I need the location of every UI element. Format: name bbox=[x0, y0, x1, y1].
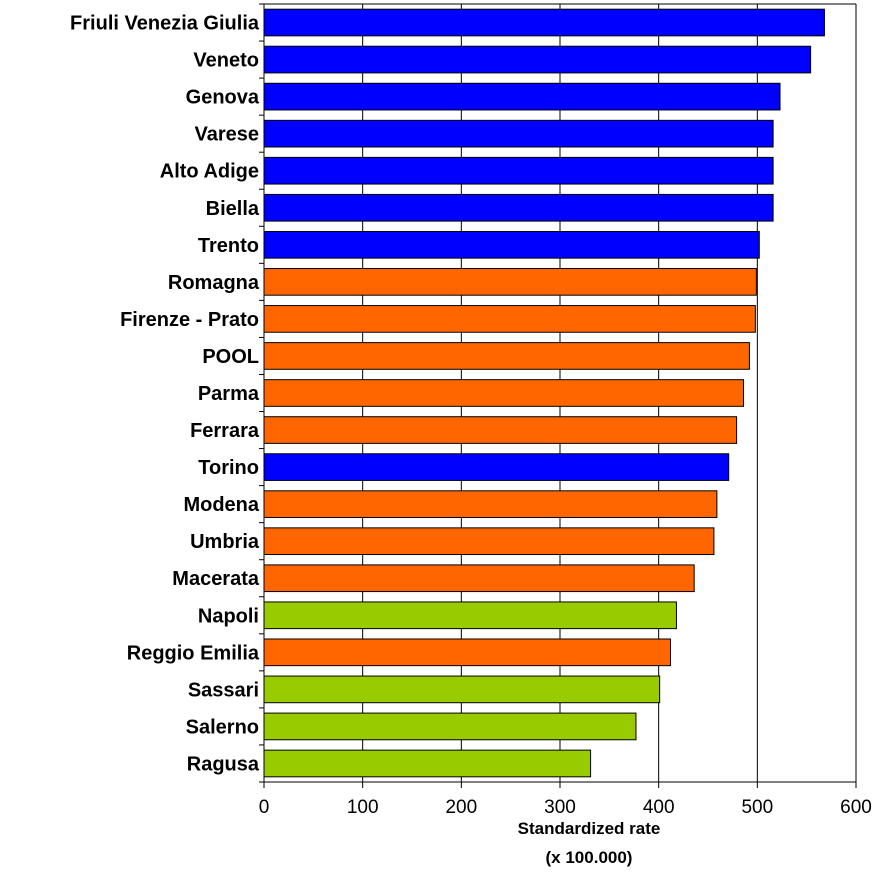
bar-friuli-venezia-giulia bbox=[263, 8, 825, 37]
bar-alto-adige bbox=[263, 156, 774, 185]
category-labels: Friuli Venezia Giulia Veneto Genova Varese A… bbox=[70, 13, 260, 776]
x-axis-title-line-2: (x 100.000) bbox=[546, 848, 633, 867]
bar-pool bbox=[263, 342, 750, 370]
x-tick-label-200: 200 bbox=[445, 797, 477, 818]
bar-reggio-emilia bbox=[263, 638, 672, 667]
category-label: Alto Adige bbox=[160, 161, 259, 183]
x-tick-label-400: 400 bbox=[643, 797, 675, 818]
category-label: Salerno bbox=[186, 716, 259, 738]
category-label: Modena bbox=[183, 494, 259, 516]
bars bbox=[263, 8, 825, 778]
bar-genova bbox=[263, 82, 781, 111]
bar-napoli bbox=[263, 601, 677, 630]
bar-veneto bbox=[263, 45, 812, 74]
category-label: Trento bbox=[198, 235, 259, 257]
bar-salerno bbox=[263, 712, 637, 741]
category-label: Reggio Emilia bbox=[127, 642, 260, 664]
category-label: Firenze - Prato bbox=[120, 309, 259, 331]
category-label: Ferrara bbox=[190, 420, 260, 442]
category-label: Veneto bbox=[193, 50, 259, 72]
category-label: Genova bbox=[186, 87, 260, 109]
bar-trento bbox=[263, 230, 760, 259]
category-label: Parma bbox=[198, 383, 260, 405]
bar-modena bbox=[263, 490, 718, 518]
bar-firenze-prato bbox=[263, 305, 756, 333]
bar-ragusa bbox=[263, 749, 592, 778]
bar-parma bbox=[263, 379, 745, 407]
x-tick-label-500: 500 bbox=[741, 797, 773, 818]
category-label: Biella bbox=[206, 198, 260, 220]
category-label: Sassari bbox=[188, 679, 259, 701]
category-label: Torino bbox=[198, 457, 259, 479]
category-label: Varese bbox=[194, 124, 259, 146]
category-label: POOL bbox=[202, 346, 259, 368]
x-tick-label-0: 0 bbox=[259, 797, 270, 818]
x-axis-title-line-1: Standardized rate bbox=[518, 819, 661, 838]
category-label: Ragusa bbox=[187, 753, 260, 775]
category-label: Napoli bbox=[198, 605, 259, 627]
category-label: Umbria bbox=[190, 531, 260, 553]
bar-biella bbox=[263, 193, 774, 222]
bar-ferrara bbox=[263, 416, 738, 444]
bar-sassari bbox=[263, 675, 661, 704]
x-tick-label-300: 300 bbox=[544, 797, 576, 818]
category-label: Macerata bbox=[172, 568, 260, 590]
category-label: Friuli Venezia Giulia bbox=[70, 13, 260, 35]
bar-macerata bbox=[263, 564, 695, 593]
x-tick-label-600: 600 bbox=[840, 797, 872, 818]
category-label: Romagna bbox=[168, 272, 260, 294]
bar-romagna bbox=[263, 268, 757, 296]
bar-umbria bbox=[263, 527, 715, 556]
bar-torino bbox=[263, 453, 730, 481]
x-axis: 0 100 200 300 400 500 600 bbox=[259, 3, 872, 818]
x-tick-label-100: 100 bbox=[347, 797, 379, 818]
bar-varese bbox=[263, 119, 774, 148]
